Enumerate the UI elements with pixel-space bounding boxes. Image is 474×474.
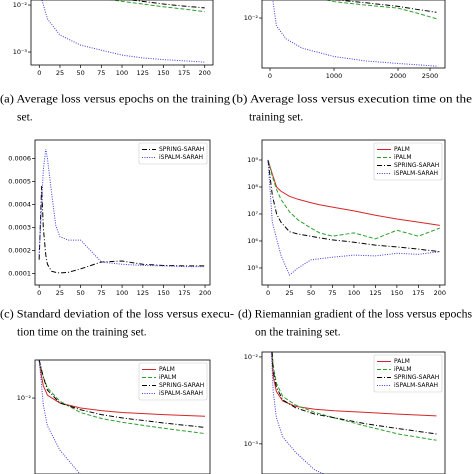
x-tick-label: 175 bbox=[412, 289, 424, 297]
legend-label: SPRING-SARAH bbox=[159, 146, 204, 153]
y-tick-label: 0.0004 bbox=[8, 200, 31, 208]
series-line bbox=[271, 352, 437, 441]
legend-label: PALM bbox=[159, 366, 175, 373]
y-tick-label: 0.0003 bbox=[8, 223, 31, 231]
x-tick-label: 200 bbox=[199, 69, 211, 77]
series-line bbox=[324, 0, 437, 20]
series-line bbox=[267, 159, 440, 276]
x-tick-label: 75 bbox=[328, 289, 336, 297]
x-tick-label: 200 bbox=[199, 289, 211, 297]
legend-label: iPALM bbox=[394, 366, 412, 373]
y-tick-label: 10⁻² bbox=[244, 14, 259, 22]
legend-label: PALM bbox=[394, 358, 410, 365]
y-tick-label: 10⁸ bbox=[247, 183, 258, 191]
axes-frame bbox=[34, 139, 211, 286]
caption: (d) Riemannian gradient of the loss vers… bbox=[238, 309, 473, 321]
caption: (c) Standard deviation of the loss versu… bbox=[0, 309, 234, 321]
x-tick-label: 150 bbox=[157, 69, 169, 77]
x-tick-label: 175 bbox=[178, 289, 190, 297]
series-line bbox=[272, 0, 437, 67]
x-tick-label: 0 bbox=[37, 289, 41, 297]
x-tick-label: 125 bbox=[369, 289, 381, 297]
legend-label: iSPALM-SARAH bbox=[159, 154, 203, 161]
x-tick-label: 0 bbox=[268, 72, 272, 80]
x-tick-label: 0 bbox=[266, 289, 270, 297]
axes-frame bbox=[261, 139, 446, 286]
y-tick-label: 0.0006 bbox=[8, 154, 31, 162]
series-line bbox=[270, 352, 326, 474]
caption: tion time on the training set. bbox=[17, 327, 147, 339]
legend-label: SPRING-SARAH bbox=[394, 162, 439, 169]
legend-box bbox=[373, 354, 443, 393]
axes-frame bbox=[261, 351, 446, 474]
legend-label: iSPALM-SARAH bbox=[394, 382, 438, 389]
x-tick-label: 75 bbox=[97, 289, 105, 297]
legend-label: iPALM bbox=[159, 374, 177, 381]
x-tick-label: 100 bbox=[116, 289, 128, 297]
x-tick-label: 2500 bbox=[422, 72, 439, 80]
series-line bbox=[271, 352, 437, 435]
legend-box bbox=[138, 362, 208, 401]
axes-frame bbox=[34, 359, 211, 474]
legend-box bbox=[138, 142, 208, 165]
y-tick-label: 10⁻² bbox=[244, 353, 259, 361]
series-line bbox=[38, 149, 206, 268]
x-tick-label: 175 bbox=[178, 69, 190, 77]
y-tick-label: 10⁵ bbox=[247, 264, 258, 272]
x-tick-label: 100 bbox=[116, 69, 128, 77]
x-tick-label: 150 bbox=[391, 289, 403, 297]
axes-frame bbox=[261, 0, 446, 69]
y-tick-label: 0.0005 bbox=[8, 177, 31, 185]
y-tick-label: 10⁻³ bbox=[13, 48, 28, 56]
caption: set. bbox=[17, 112, 33, 124]
x-tick-label: 125 bbox=[137, 289, 149, 297]
x-tick-label: 0 bbox=[37, 69, 41, 77]
legend-label: SPRING-SARAH bbox=[394, 374, 439, 381]
legend-label: iPALM bbox=[394, 154, 412, 161]
legend-label: PALM bbox=[394, 146, 410, 153]
series-line bbox=[38, 186, 206, 274]
legend-label: SPRING-SARAH bbox=[159, 382, 204, 389]
x-tick-label: 100 bbox=[348, 289, 360, 297]
series-line bbox=[267, 159, 441, 240]
y-tick-label: 10⁹ bbox=[247, 156, 258, 164]
x-tick-label: 2000 bbox=[390, 72, 407, 80]
x-tick-label: 200 bbox=[434, 289, 446, 297]
y-tick-label: 10⁶ bbox=[247, 237, 258, 245]
legend-label: iSPALM-SARAH bbox=[394, 170, 438, 177]
x-tick-label: 50 bbox=[76, 289, 84, 297]
series-line bbox=[38, 360, 206, 428]
caption: (a) Average loss versus epochs on the tr… bbox=[0, 94, 230, 106]
x-tick-label: 1000 bbox=[326, 72, 343, 80]
y-tick-label: 0.0001 bbox=[8, 269, 31, 277]
x-tick-label: 75 bbox=[97, 69, 105, 77]
x-tick-label: 25 bbox=[56, 289, 64, 297]
series-line bbox=[267, 159, 440, 253]
series-line bbox=[333, 0, 437, 13]
caption: training set. bbox=[249, 112, 303, 124]
caption: on the training set. bbox=[255, 327, 341, 339]
legend-label: iSPALM-SARAH bbox=[159, 390, 203, 397]
x-tick-label: 50 bbox=[307, 289, 315, 297]
x-tick-label: 50 bbox=[76, 69, 84, 77]
y-tick-label: 10⁻² bbox=[13, 1, 28, 9]
y-tick-label: 0.0002 bbox=[8, 246, 31, 254]
series-line bbox=[109, 0, 205, 13]
y-tick-label: 10⁻² bbox=[17, 394, 32, 402]
caption: (b) Average loss versus execution time o… bbox=[232, 94, 472, 106]
legend-box bbox=[373, 142, 443, 181]
series-line bbox=[41, 0, 205, 63]
series-line bbox=[38, 360, 206, 417]
series-line bbox=[271, 352, 437, 417]
x-tick-label: 25 bbox=[56, 69, 64, 77]
x-tick-label: 25 bbox=[285, 289, 293, 297]
x-tick-label: 125 bbox=[136, 69, 148, 77]
y-tick-label: 10⁷ bbox=[247, 210, 258, 218]
series-line bbox=[267, 159, 440, 226]
y-tick-label: 10⁻³ bbox=[244, 440, 259, 448]
x-tick-label: 150 bbox=[157, 289, 169, 297]
